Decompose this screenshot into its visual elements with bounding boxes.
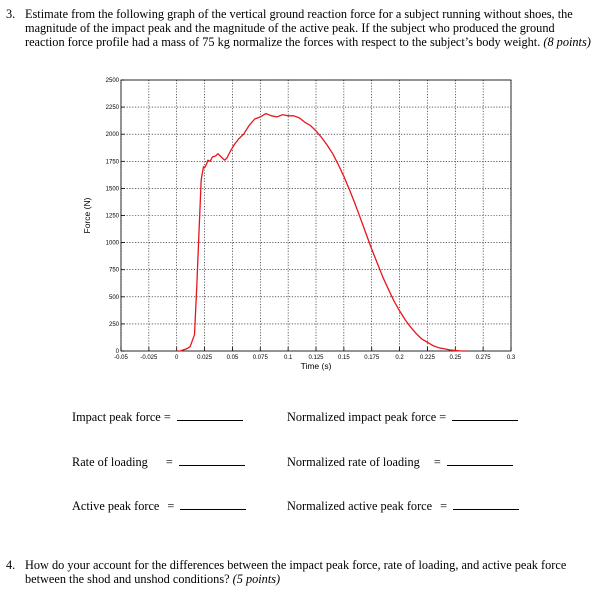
question-3-body: Estimate from the following graph of the… [25,7,573,49]
x-tick-label: 0.025 [197,355,213,361]
rate-loading-field: Rate of loading = [72,455,245,470]
normalized-impact-label: Normalized impact peak force = [287,410,447,424]
x-tick-label: 0.225 [420,355,436,361]
question-4: 4. How do your account for the differenc… [6,558,596,586]
y-tick-label: 250 [109,322,120,328]
normalized-rate-field: Normalized rate of loading = [287,455,513,470]
impact-peak-blank[interactable] [176,410,243,421]
y-tick-label: 750 [109,268,120,274]
active-peak-field: Active peak force = [72,499,247,514]
active-peak-blank[interactable] [180,499,247,510]
x-tick-label: 0.175 [364,355,380,361]
force-curve-line [176,112,467,352]
x-tick-label: 0.15 [338,355,350,361]
normalized-impact-blank[interactable] [452,410,519,421]
normalized-rate-label: Normalized rate of loading [287,455,420,469]
question-4-number: 4. [6,558,16,572]
question-3-points: (8 points) [543,35,591,49]
question-4-points: (5 points) [232,572,281,586]
y-tick-label: 1000 [106,241,120,247]
question-4-body: How do your account for the differences … [25,558,567,586]
question-4-text: How do your account for the differences … [25,558,596,586]
question-3-text: Estimate from the following graph of the… [25,7,596,49]
x-tick-label: 0 [175,355,179,361]
x-tick-label: 0.1 [284,355,293,361]
x-tick-label: -0.05 [114,355,128,361]
chart-series [176,112,467,352]
ground-reaction-force-chart: -0.05 -0.025 0 0.025 0.05 0.075 0.1 0.125 0.15 0.… [82,78,516,371]
question-3: 3. Estimate from the following graph of … [6,7,596,49]
chart-grid [120,79,512,352]
rate-loading-label: Rate of loading [72,455,148,469]
x-tick-label: 0.2 [395,355,404,361]
normalized-active-equals: = [440,499,448,513]
x-axis-label: Time (s) [301,361,332,371]
y-tick-label: 2000 [106,132,120,138]
normalized-rate-equals: = [433,455,441,469]
rate-loading-blank[interactable] [178,455,245,466]
x-tick-label: 0.3 [507,355,516,361]
x-tick-label: 0.075 [253,355,269,361]
y-tick-label: 0 [116,349,120,355]
y-tick-label: 2250 [106,105,120,111]
x-tick-label: 0.05 [227,355,239,361]
rate-loading-equals: = [165,455,173,469]
question-3-number: 3. [6,7,16,21]
x-tick-label: 0.125 [308,355,324,361]
y-axis-label: Force (N) [82,197,92,233]
normalized-active-blank[interactable] [453,499,520,510]
x-tick-label: 0.25 [449,355,461,361]
normalized-rate-blank[interactable] [446,455,513,466]
y-tick-label: 500 [109,295,120,301]
active-peak-label: Active peak force [72,499,160,513]
impact-peak-label: Impact peak force = [72,410,171,424]
normalized-impact-field: Normalized impact peak force = [287,410,519,425]
y-tick-label: 1250 [106,214,120,220]
y-tick-label: 1750 [106,159,120,165]
chart-tick-labels: -0.05 -0.025 0 0.025 0.05 0.075 0.1 0.125 0.15 0.… [106,78,516,361]
x-tick-label: 0.275 [476,355,492,361]
y-tick-label: 2500 [106,78,120,84]
normalized-active-field: Normalized active peak force = [287,499,520,514]
impact-peak-field: Impact peak force = [72,410,243,425]
active-peak-equals: = [167,499,175,513]
x-tick-label: -0.025 [140,355,158,361]
normalized-active-label: Normalized active peak force [287,499,433,513]
y-tick-label: 1500 [106,186,120,192]
